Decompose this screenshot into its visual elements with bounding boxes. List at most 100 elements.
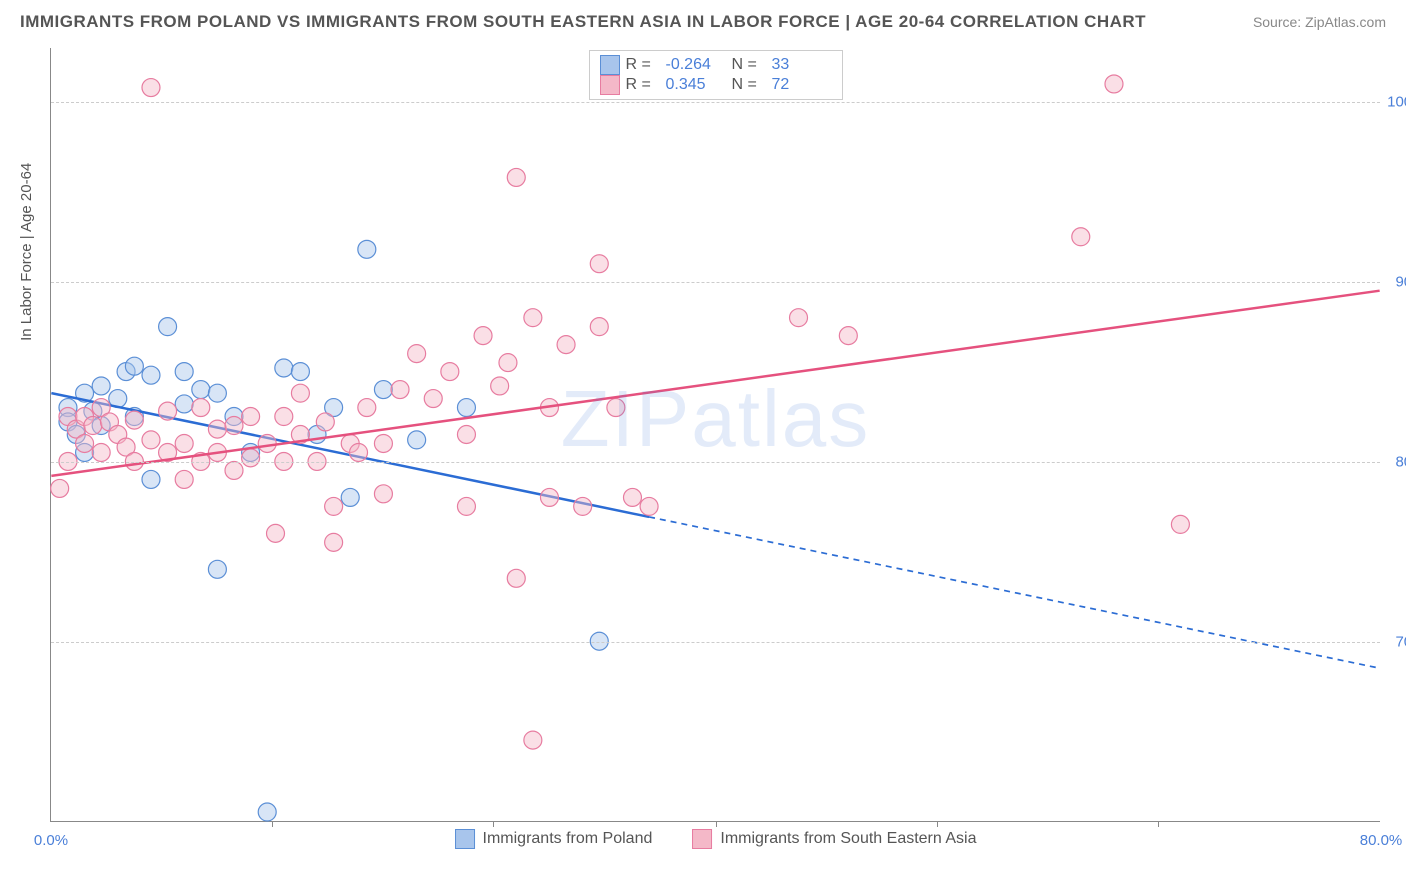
data-point [391, 381, 409, 399]
gridline [51, 282, 1380, 283]
data-point [175, 395, 193, 413]
data-point [1072, 228, 1090, 246]
data-point [790, 309, 808, 327]
data-point [142, 366, 160, 384]
data-point [125, 357, 143, 375]
data-point [142, 431, 160, 449]
data-point [499, 354, 517, 372]
data-point [590, 318, 608, 336]
legend-swatch-poland [455, 829, 475, 849]
data-point [275, 408, 293, 426]
legend-row-poland: R = -0.264 N = 33 [600, 55, 832, 75]
data-point [640, 497, 658, 515]
title-bar: IMMIGRANTS FROM POLAND VS IMMIGRANTS FRO… [0, 0, 1406, 40]
data-point [51, 479, 69, 497]
data-point [159, 318, 177, 336]
ytick-label: 70.0% [1395, 634, 1406, 651]
gridline [51, 102, 1380, 103]
ytick-label: 90.0% [1395, 274, 1406, 291]
xtick-label: 80.0% [1360, 832, 1403, 849]
legend-n-value-sea: 72 [772, 76, 832, 94]
data-point [1105, 75, 1123, 93]
legend-label-poland: Immigrants from Poland [483, 830, 653, 848]
data-point [192, 381, 210, 399]
data-point [76, 435, 94, 453]
plot-area: ZIPatlas R = -0.264 N = 33 R = 0.345 N =… [50, 48, 1380, 822]
chart-title: IMMIGRANTS FROM POLAND VS IMMIGRANTS FRO… [20, 12, 1146, 32]
data-point [441, 363, 459, 381]
data-point [142, 79, 160, 97]
legend-label-sea: Immigrants from South Eastern Asia [720, 830, 976, 848]
data-point [524, 309, 542, 327]
data-point [159, 402, 177, 420]
data-point [507, 168, 525, 186]
legend-swatch-sea [600, 75, 620, 95]
legend-r-label: R = [626, 76, 660, 94]
data-point [491, 377, 509, 395]
data-point [474, 327, 492, 345]
xtick-mark [1158, 821, 1159, 827]
data-point [242, 449, 260, 467]
y-axis-label: In Labor Force | Age 20-64 [18, 163, 35, 341]
data-point [408, 345, 426, 363]
data-point [275, 359, 293, 377]
data-point [507, 569, 525, 587]
data-point [208, 420, 226, 438]
data-point [408, 431, 426, 449]
data-point [540, 488, 558, 506]
data-point [175, 470, 193, 488]
source-label: Source: ZipAtlas.com [1253, 14, 1386, 30]
xtick-label: 0.0% [34, 832, 68, 849]
legend-n-label: N = [732, 56, 766, 74]
ytick-label: 100.0% [1387, 94, 1406, 111]
legend-row-sea: R = 0.345 N = 72 [600, 75, 832, 95]
legend-item-sea: Immigrants from South Eastern Asia [692, 829, 976, 849]
legend-n-value-poland: 33 [772, 56, 832, 74]
data-point [225, 417, 243, 435]
data-point [574, 497, 592, 515]
gridline [51, 642, 1380, 643]
data-point [291, 384, 309, 402]
data-point [557, 336, 575, 354]
data-point [358, 399, 376, 417]
data-point [208, 560, 226, 578]
data-point [457, 497, 475, 515]
data-point [1171, 515, 1189, 533]
legend-swatch-sea [692, 829, 712, 849]
data-point [125, 411, 143, 429]
data-point [325, 533, 343, 551]
data-point [175, 435, 193, 453]
data-point [192, 399, 210, 417]
data-point [457, 426, 475, 444]
data-point [607, 399, 625, 417]
data-point [258, 803, 276, 821]
data-point [424, 390, 442, 408]
data-point [175, 363, 193, 381]
data-point [358, 240, 376, 258]
legend-r-value-poland: -0.264 [666, 56, 726, 74]
data-point [92, 443, 110, 461]
data-point [374, 435, 392, 453]
data-point [291, 363, 309, 381]
data-point [92, 377, 110, 395]
trend-line [51, 291, 1379, 476]
data-point [623, 488, 641, 506]
data-point [142, 470, 160, 488]
data-point [258, 435, 276, 453]
data-point [374, 381, 392, 399]
legend-n-label: N = [732, 76, 766, 94]
data-point [325, 497, 343, 515]
data-point [84, 417, 102, 435]
data-point [524, 731, 542, 749]
xtick-mark [493, 821, 494, 827]
legend-correlation: R = -0.264 N = 33 R = 0.345 N = 72 [589, 50, 843, 100]
data-point [839, 327, 857, 345]
legend-r-value-sea: 0.345 [666, 76, 726, 94]
xtick-mark [716, 821, 717, 827]
legend-series: Immigrants from Poland Immigrants from S… [455, 829, 977, 849]
scatter-svg [51, 48, 1380, 821]
xtick-mark [272, 821, 273, 827]
gridline [51, 462, 1380, 463]
data-point [341, 488, 359, 506]
data-point [350, 443, 368, 461]
